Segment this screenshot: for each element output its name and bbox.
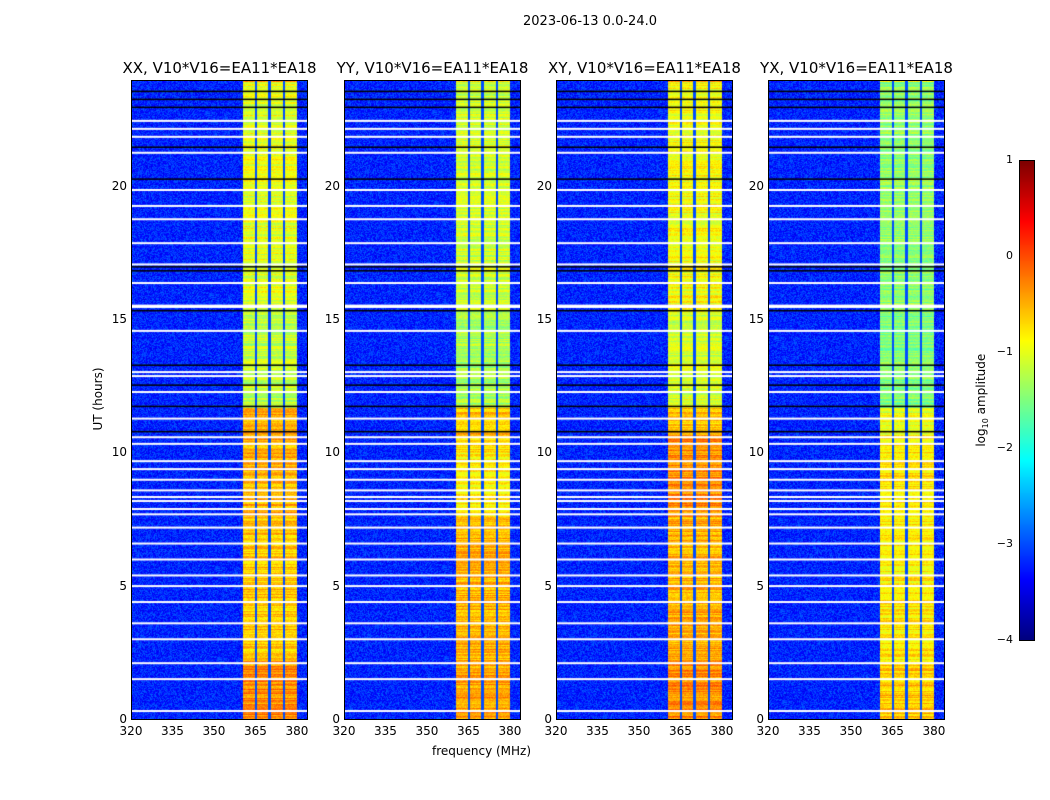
x-tick-label: 350 [839, 724, 863, 738]
y-tick-label: 0 [544, 712, 552, 726]
colorbar-label: log10 amplitude [973, 353, 991, 447]
x-tick-label: 380 [285, 724, 309, 738]
colorbar-tick-label: −4 [996, 633, 1013, 646]
y-tick-label: 15 [111, 312, 127, 326]
y-tick-label: 5 [756, 578, 764, 593]
x-tick-label: 320 [756, 724, 780, 738]
x-axis-label: frequency (MHz) [432, 744, 532, 758]
x-tick-label: 365 [457, 724, 480, 738]
x-tick-label: 320 [119, 724, 143, 738]
y-tick-label: 15 [748, 312, 764, 326]
panel-title: YX, V10*V16=EA11*EA18 [760, 59, 953, 77]
x-tick-label: 335 [374, 724, 397, 738]
heatmap-image [132, 81, 307, 719]
spectrogram-panel [768, 80, 945, 720]
heatmap-image [557, 81, 732, 719]
colorbar-gradient [1019, 160, 1035, 641]
colorbar-tick-label: −1 [996, 345, 1013, 358]
x-tick-label: 320 [544, 724, 568, 738]
x-tick-label: 320 [332, 724, 356, 738]
y-tick-label: 0 [756, 712, 764, 726]
y-tick-label: 20 [748, 178, 764, 193]
y-tick-label: 5 [332, 578, 340, 593]
x-tick-label: 350 [415, 724, 439, 738]
y-tick-label: 20 [111, 178, 127, 193]
x-tick-label: 365 [244, 724, 267, 738]
panel-title: XX, V10*V16=EA11*EA18 [122, 59, 317, 77]
x-tick-label: 335 [798, 724, 821, 738]
spectrogram-panel [131, 80, 308, 720]
y-tick-label: 10 [111, 445, 127, 460]
y-tick-label: 20 [536, 178, 552, 193]
colorbar [1019, 160, 1035, 641]
y-tick-label: 0 [119, 712, 127, 726]
y-tick-label: 15 [536, 312, 552, 326]
x-tick-label: 350 [627, 724, 651, 738]
panel-title: XY, V10*V16=EA11*EA18 [548, 59, 741, 77]
x-tick-label: 335 [586, 724, 609, 738]
figure-title: 2023-06-13 0.0-24.0 [523, 14, 657, 29]
y-tick-label: 10 [748, 445, 764, 460]
y-axis-label: UT (hours) [91, 367, 105, 431]
x-tick-label: 365 [881, 724, 904, 738]
y-tick-label: 10 [324, 445, 340, 460]
y-tick-label: 5 [544, 578, 552, 593]
spectrogram-panel [556, 80, 733, 720]
panel-title: YY, V10*V16=EA11*EA18 [336, 59, 529, 77]
x-tick-label: 350 [202, 724, 226, 738]
y-tick-label: 15 [324, 312, 340, 326]
y-tick-label: 5 [119, 578, 127, 593]
y-tick-label: 0 [332, 712, 340, 726]
x-tick-label: 380 [498, 724, 522, 738]
y-tick-label: 10 [536, 445, 552, 460]
colorbar-tick-label: 1 [1006, 153, 1013, 166]
x-tick-label: 380 [922, 724, 946, 738]
heatmap-image [345, 81, 520, 719]
x-tick-label: 380 [710, 724, 734, 738]
colorbar-tick-label: 0 [1006, 249, 1013, 262]
heatmap-image [769, 81, 944, 719]
colorbar-tick-label: −2 [996, 441, 1013, 454]
x-tick-label: 365 [669, 724, 692, 738]
colorbar-tick-label: −3 [996, 537, 1013, 550]
spectrogram-panel [344, 80, 521, 720]
y-tick-label: 20 [324, 178, 340, 193]
x-tick-label: 335 [161, 724, 184, 738]
